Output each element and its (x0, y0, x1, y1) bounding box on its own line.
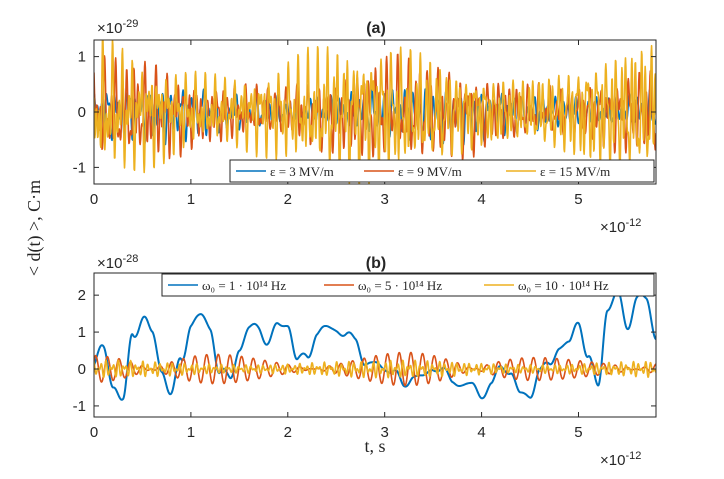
x-tick-label: 0 (90, 191, 98, 208)
series-line-2 (94, 53, 656, 161)
x-tick-label: 0 (90, 424, 98, 441)
x-axis-label: t, s (364, 436, 385, 456)
panel-a: (a) ×10-29 0 1 2 3 4 5-101 ×10-12 ε = 3 MV/m … (73, 18, 657, 236)
panel-b-legend: ω₀ = 1 · 10¹⁴ Hz ω₀ = 5 · 10¹⁴ Hz ω₀ = 1… (161, 273, 655, 297)
legend-a-label-3: ε = 15 MV/m (540, 164, 610, 179)
legend-b-label-1: ω₀ = 1 · 10¹⁴ Hz (202, 278, 286, 293)
y-tick-label: -1 (73, 159, 86, 176)
x-tick-label: 4 (477, 424, 485, 441)
x-tick-label: 5 (574, 424, 582, 441)
x-tick-label: 3 (381, 424, 389, 441)
y-tick-label: -1 (73, 398, 86, 415)
y-tick-label: 0 (78, 361, 86, 378)
legend-b-label-3: ω₀ = 10 · 10¹⁴ Hz (518, 278, 609, 293)
shared-y-axis-label: < d(t) >, C·m (24, 180, 45, 276)
panel-a-legend-box (229, 159, 655, 183)
panel-a-x-exponent: ×10-12 (600, 217, 641, 236)
panel-b-x-exponent: ×10-12 (600, 450, 641, 469)
x-tick-label: 5 (574, 191, 582, 208)
panel-a-legend: ε = 3 MV/m ε = 9 MV/m ε = 15 MV/m (229, 159, 655, 183)
panel-b-title: (b) (366, 255, 386, 272)
y-tick-label: 2 (78, 287, 86, 304)
x-tick-label: 2 (284, 424, 292, 441)
series-line-3 (94, 40, 656, 184)
y-tick-label: 1 (78, 324, 86, 341)
legend-a-label-2: ε = 9 MV/m (398, 164, 462, 179)
series-line-2 (94, 351, 656, 387)
panel-a-ticks: 0 1 2 3 4 5-101 (73, 40, 656, 208)
y-tick-label: 0 (78, 104, 86, 121)
x-tick-label: 1 (187, 424, 195, 441)
x-tick-label: 2 (284, 191, 292, 208)
panel-a-title: (a) (366, 20, 386, 37)
y-tick-label: 1 (78, 49, 86, 66)
panel-b-axes-box (93, 272, 657, 418)
panel-b-series (94, 289, 656, 401)
x-tick-label: 4 (477, 191, 485, 208)
x-tick-label: 3 (381, 191, 389, 208)
series-line-3 (94, 359, 656, 379)
panel-b-y-exponent: ×10-28 (97, 253, 138, 272)
legend-b-label-2: ω₀ = 5 · 10¹⁴ Hz (358, 278, 442, 293)
panel-b-legend-box (161, 273, 655, 297)
legend-a-label-1: ε = 3 MV/m (270, 164, 334, 179)
x-tick-label: 1 (187, 191, 195, 208)
panel-a-y-exponent: ×10-29 (97, 18, 138, 37)
series-line-1 (94, 289, 656, 401)
panel-a-series (94, 40, 656, 184)
